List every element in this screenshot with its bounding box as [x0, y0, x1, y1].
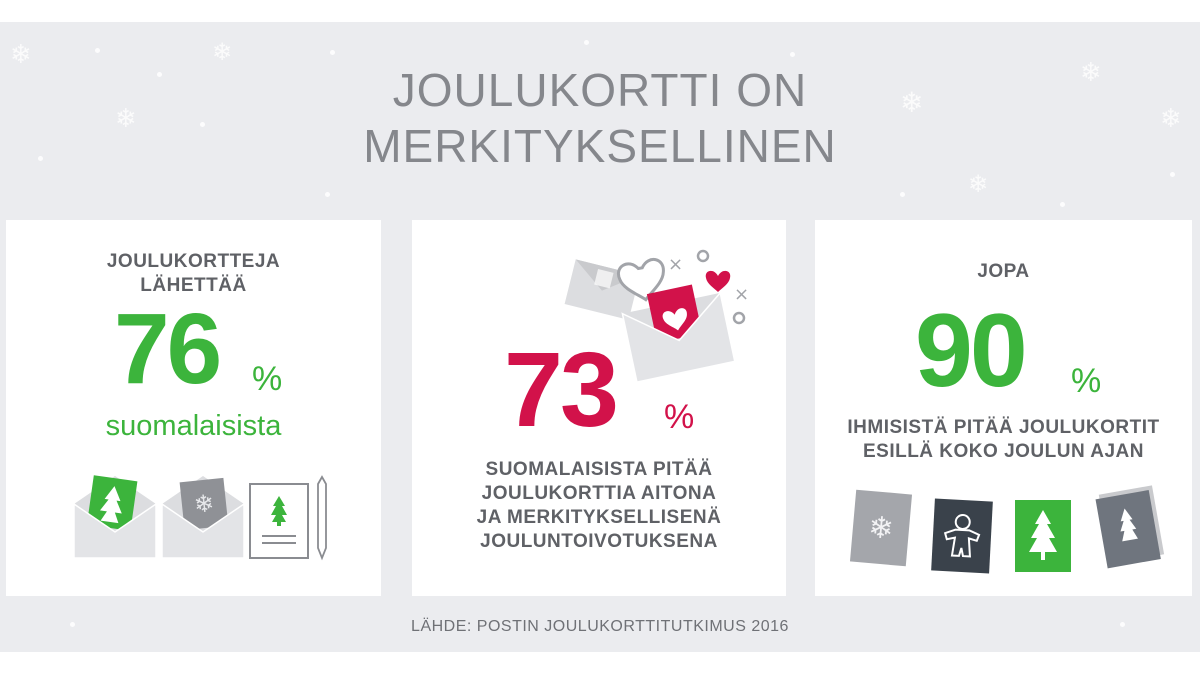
envelope-green-tree-card-icon — [73, 475, 157, 559]
snowflake-icon: ❄ — [900, 86, 924, 119]
svg-text:×: × — [668, 254, 683, 275]
title-line-1: JOULUKORTTI ON — [392, 64, 808, 116]
snowflake-icon: ❄ — [1080, 58, 1102, 88]
percent-sign: % — [252, 360, 283, 398]
source-citation: LÄHDE: POSTIN JOULUKORTTITUTKIMUS 2016 — [411, 618, 789, 635]
folded-tree-card-icon — [1095, 485, 1165, 569]
stat-value: 90 — [915, 293, 1028, 409]
page-title: JOULUKORTTI ON MERKITYKSELLINEN — [0, 62, 1200, 174]
svg-text:❄: ❄ — [193, 489, 216, 519]
snowflake-icon: ❄ — [1160, 104, 1182, 134]
envelopes-hearts-icon: × × — [564, 249, 749, 383]
percent-sign: % — [1071, 362, 1102, 400]
snowflake-icon: ❄ — [968, 170, 989, 198]
envelope-gray-snowflake-card-icon: ❄ — [161, 476, 245, 559]
stat-card-send-cards: JOULUKORTTEJA LÄHETTÄÄ 76 % suomalaisist… — [6, 220, 381, 596]
stat-description: IHMISISTÄ PITÄÄ JOULUKORTIT ESILLÄ KOKO … — [847, 417, 1160, 462]
stat-value: 73 — [504, 331, 619, 449]
gingerbread-card-icon — [931, 498, 993, 574]
infographic-background: ❄ ❄ ❄ ❄ ❄ ❄ ❄ JOULUKORTTI ON MERKITYKSEL… — [0, 22, 1200, 652]
snowflake-card-icon: ❄ — [849, 489, 913, 567]
svg-text:×: × — [734, 284, 749, 305]
stat-label: JOPA — [977, 261, 1030, 282]
tree-card-icon — [249, 483, 309, 559]
stat-description: SUOMALAISISTA PITÄÄ JOULUKORTTIA AITONA … — [476, 459, 722, 552]
percent-sign: % — [664, 398, 695, 436]
pencil-icon — [317, 475, 327, 561]
title-line-2: MERKITYKSELLINEN — [363, 120, 837, 172]
stat-label: JOULUKORTTEJA LÄHETTÄÄ — [106, 251, 281, 296]
snowflake-icon: ❄ — [212, 38, 233, 66]
svg-text:❄: ❄ — [867, 510, 895, 547]
stat-value: 76 — [114, 293, 222, 405]
stat-sublabel: suomalaisista — [105, 410, 282, 442]
snowflake-icon: ❄ — [115, 104, 137, 134]
tree-card-icon — [1015, 500, 1071, 572]
stat-card-authentic-greeting: × × 73 % SUOMALAISISTA PITÄÄ JOULUKORTTI… — [412, 220, 786, 596]
snowflake-icon: ❄ — [10, 40, 32, 70]
stat-card-display-cards: JOPA 90 % IHMISISTÄ PITÄÄ JOULUKORTIT ES… — [815, 220, 1192, 596]
